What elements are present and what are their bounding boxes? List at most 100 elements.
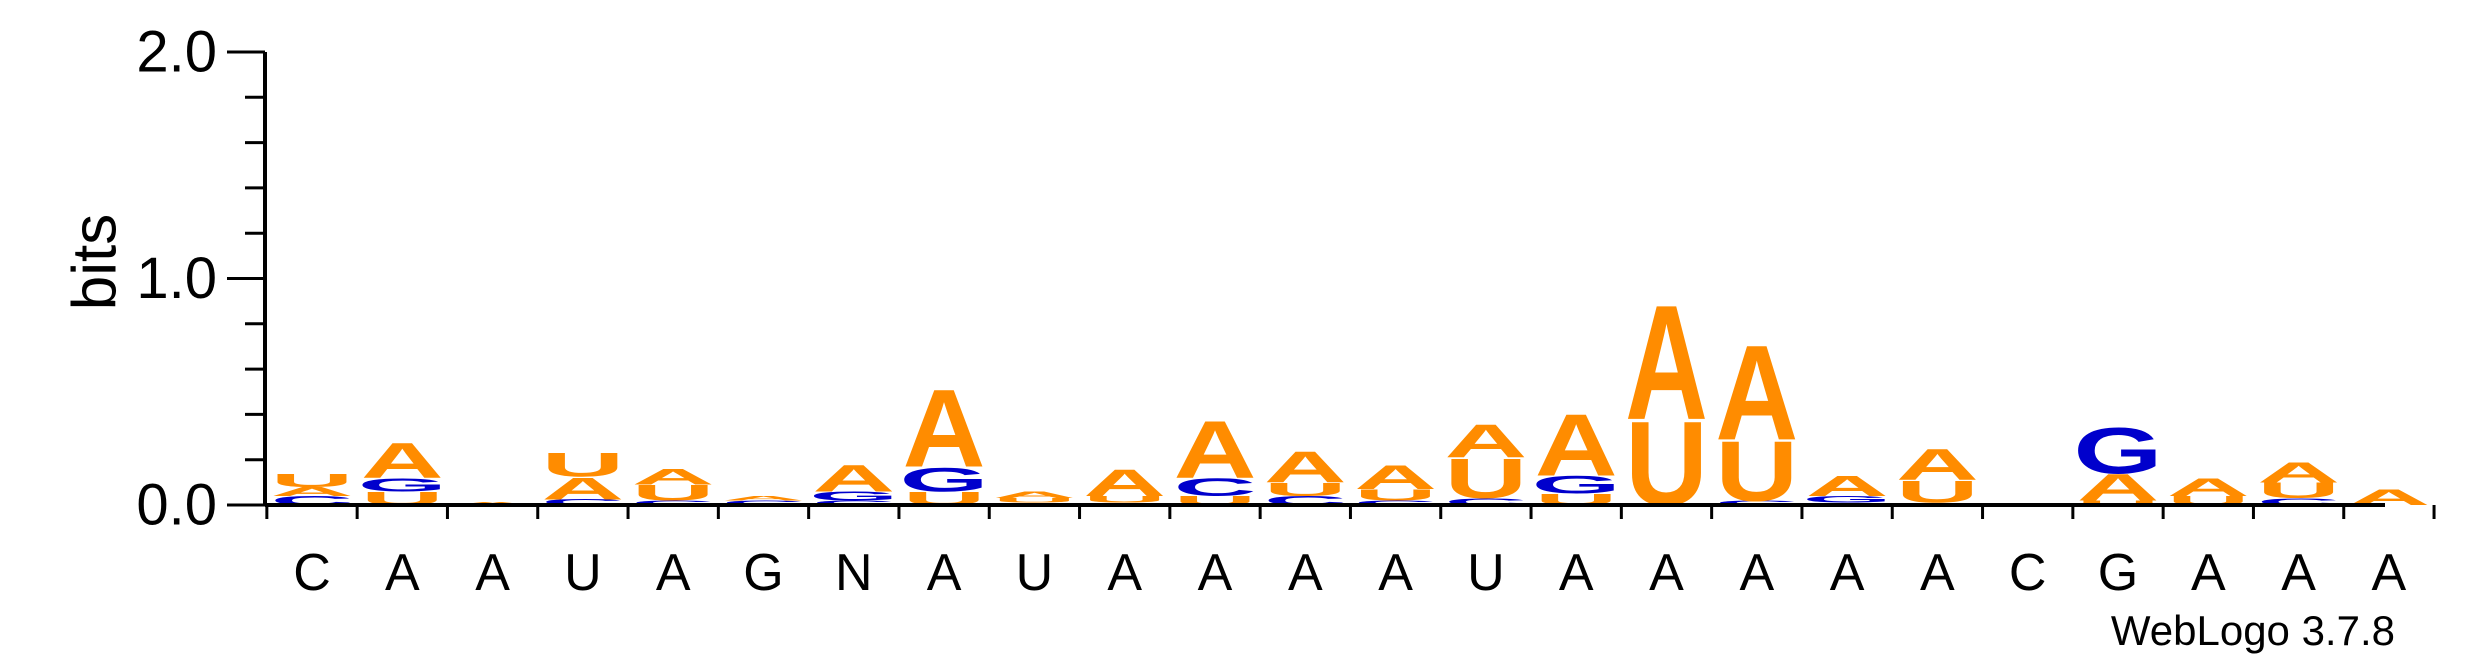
logo-letter-C: C	[1444, 497, 1527, 508]
svg-text:A: A	[1535, 395, 1618, 494]
svg-text:A: A	[1444, 415, 1527, 468]
svg-text:A: A	[1715, 316, 1798, 468]
logo-letter-A: A	[1715, 316, 1798, 468]
x-tick-label: A	[2372, 544, 2407, 602]
svg-text:U: U	[1354, 486, 1437, 503]
x-tick-label: A	[1559, 544, 1594, 602]
x-tick-label: A	[1198, 544, 1233, 602]
logo-letter-A: A	[632, 465, 715, 490]
logo-letter-A: A	[1806, 470, 1889, 502]
svg-text:U: U	[1264, 479, 1347, 500]
logo-letter-A: A	[722, 495, 805, 502]
svg-text:A: A	[541, 471, 624, 506]
svg-text:G: G	[809, 489, 898, 503]
logo-letters: CAUUGAACAUCUACACGAUGACUACUAUCACUACUACUAU…	[271, 271, 2431, 531]
x-tick-label: A	[1288, 544, 1323, 602]
logo-letter-G: G	[809, 489, 898, 503]
logo-letter-G: G	[358, 475, 447, 496]
logo-letter-A: A	[541, 471, 624, 506]
svg-text:A: A	[812, 458, 895, 500]
logo-letter-A: A	[361, 432, 444, 488]
svg-text:A: A	[2167, 473, 2250, 501]
y-axis-label: bits	[61, 214, 130, 310]
svg-text:U: U	[1444, 447, 1527, 510]
logo-letter-U: U	[271, 470, 354, 491]
logo-letter-A: A	[1354, 458, 1437, 497]
logo-letter-A: A	[1174, 405, 1257, 496]
svg-text:C: C	[722, 499, 805, 506]
logo-letter-A: A	[903, 367, 986, 490]
svg-text:A: A	[361, 432, 444, 488]
svg-text:C: C	[632, 499, 715, 506]
svg-text:C: C	[541, 498, 624, 507]
x-tick-label: A	[1649, 544, 1684, 602]
svg-text:G: G	[2073, 413, 2162, 487]
x-tick-label: A	[385, 544, 420, 602]
svg-text:U: U	[993, 497, 1076, 504]
x-tick-label: A	[656, 544, 691, 602]
svg-text:U: U	[1083, 494, 1166, 505]
logo-letter-U: U	[1444, 447, 1527, 510]
svg-text:G: G	[1532, 471, 1621, 499]
svg-text:A: A	[1174, 405, 1257, 496]
logo-letter-A: A	[993, 490, 1076, 501]
logo-letter-A: A	[2167, 473, 2250, 501]
y-tick-label: 2.0	[136, 20, 217, 85]
logo-letter-G: G	[2073, 413, 2162, 487]
logo-letter-A: A	[812, 458, 895, 500]
svg-text:G: G	[1802, 494, 1891, 505]
svg-text:G: G	[899, 460, 988, 499]
logo-letter-U: U	[1354, 486, 1437, 503]
x-tick-label: N	[835, 544, 873, 602]
logo-letter-A: A	[1264, 443, 1347, 492]
x-tick-label: A	[1920, 544, 1955, 602]
logo-letter-U: U	[993, 497, 1076, 504]
logo-letter-A: A	[1625, 271, 1708, 454]
svg-text:U: U	[2257, 478, 2340, 503]
svg-text:A: A	[271, 485, 354, 499]
logo-letter-A: A	[1896, 441, 1979, 490]
x-tick-label: A	[1830, 544, 1865, 602]
logo-letter-U: U	[2257, 478, 2340, 503]
logo-letter-U: U	[1625, 397, 1708, 531]
logo-letter-G: G	[899, 460, 988, 499]
y-tick-label: 1.0	[136, 246, 217, 311]
svg-text:C: C	[812, 499, 895, 506]
logo-letter-A: A	[271, 485, 354, 499]
logo-letter-U: U	[632, 480, 715, 505]
svg-text:A: A	[632, 465, 715, 490]
svg-text:U: U	[541, 445, 624, 484]
svg-text:C: C	[1174, 473, 1257, 501]
logo-letter-C: C	[541, 498, 624, 507]
logo-letter-C: C	[632, 499, 715, 506]
logo-letter-U: U	[2077, 499, 2160, 506]
svg-text:A: A	[2077, 467, 2160, 509]
svg-text:A: A	[1806, 470, 1889, 502]
x-tick-label: A	[1107, 544, 1142, 602]
x-tick-label: C	[293, 544, 331, 602]
svg-text:U: U	[1625, 397, 1708, 531]
y-axis: 0.0 1.0 2.0	[136, 20, 267, 538]
x-tick-label: G	[2098, 544, 2138, 602]
logo-letter-A: A	[1535, 395, 1618, 494]
svg-text:C: C	[1715, 499, 1798, 506]
svg-text:U: U	[271, 470, 354, 491]
x-tick-label: A	[475, 544, 510, 602]
svg-text:A: A	[1354, 458, 1437, 497]
logo-letter-G: G	[1532, 471, 1621, 499]
x-tick-label: G	[743, 544, 783, 602]
svg-text:A: A	[1625, 271, 1708, 454]
svg-text:A: A	[1896, 441, 1979, 490]
x-tick-label: A	[2281, 544, 2316, 602]
svg-text:A: A	[993, 490, 1076, 501]
logo-letter-C: C	[1715, 499, 1798, 506]
svg-text:U: U	[632, 480, 715, 505]
x-tick-label: U	[1467, 544, 1505, 602]
logo-letter-A: A	[1444, 415, 1527, 468]
logo-letter-U: U	[1083, 494, 1166, 505]
logo-letter-C: C	[812, 499, 895, 506]
logo-letter-A: A	[2257, 457, 2340, 489]
svg-text:A: A	[722, 495, 805, 502]
logo-letter-A: A	[2077, 467, 2160, 509]
